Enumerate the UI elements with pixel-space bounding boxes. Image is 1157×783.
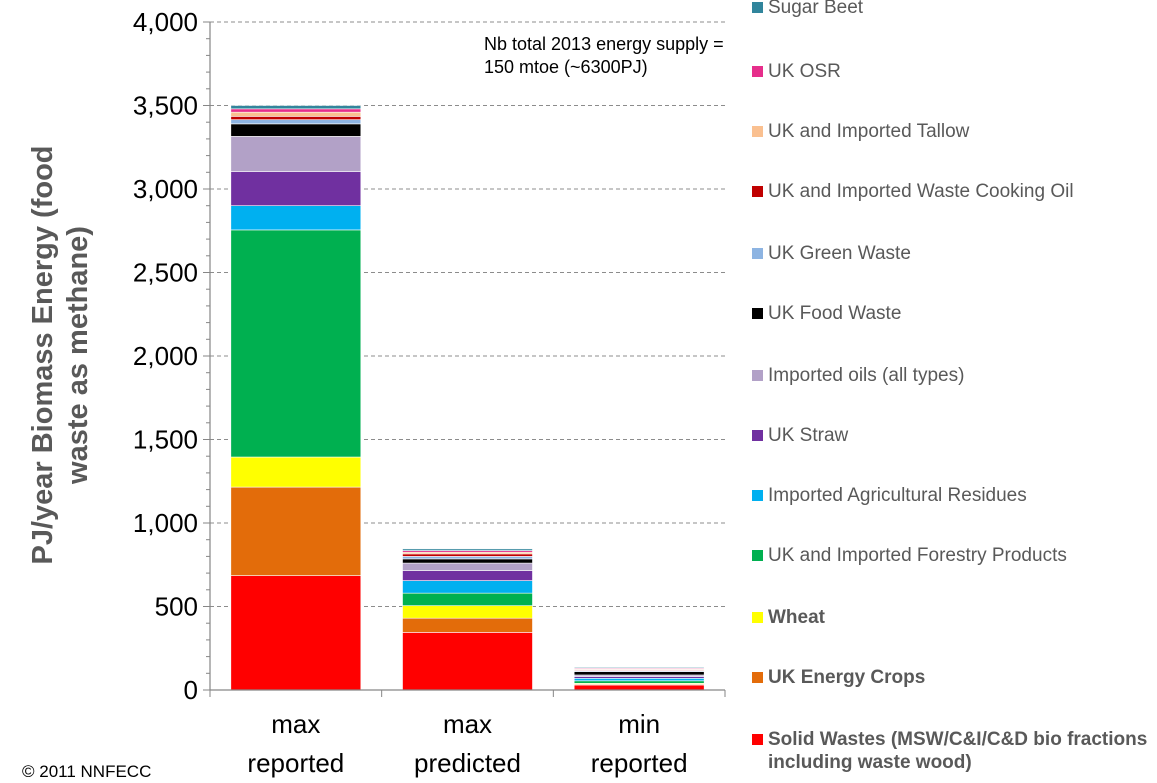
bar-segment xyxy=(230,136,362,172)
x-tick-label-line2: reported xyxy=(591,748,688,778)
legend-item: UK and Imported Waste Cooking Oil xyxy=(752,180,1152,203)
bar-segment xyxy=(402,592,533,606)
bar-segment xyxy=(230,171,362,206)
legend-item: UK OSR xyxy=(752,60,1152,83)
y-tick-label: 2,000 xyxy=(133,341,198,371)
legend-label: Imported oils (all types) xyxy=(768,365,965,386)
legend-swatch xyxy=(752,734,763,745)
bar-segment xyxy=(230,105,362,110)
legend-label: UK Straw xyxy=(768,425,849,446)
y-tick-label: 0 xyxy=(184,675,198,705)
bar-segment xyxy=(402,580,533,594)
annotation-note: Nb total 2013 energy supply = 150 mtoe (… xyxy=(484,34,724,77)
legend-swatch xyxy=(752,308,763,319)
legend-label: UK and Imported Tallow xyxy=(768,121,970,142)
legend-item: UK Green Waste xyxy=(752,242,1152,265)
legend-label: UK and Imported Waste Cooking Oil xyxy=(768,181,1074,202)
copyright-notice: © 2011 NNFECC xyxy=(22,762,152,781)
bar-segment xyxy=(230,575,362,691)
bar-segment xyxy=(402,632,533,691)
legend-swatch xyxy=(752,430,763,441)
legend-label: UK and Imported Forestry Products xyxy=(768,545,1067,566)
legend-label: Solid Wastes (MSW/C&I/C&D bio fractions … xyxy=(768,729,1148,773)
bar-segment xyxy=(230,111,362,117)
y-tick-label: 4,000 xyxy=(133,7,198,37)
x-tick-label-line1: max xyxy=(443,709,492,739)
bar-segment xyxy=(402,553,533,557)
bar-segment xyxy=(573,684,705,691)
bar-segment xyxy=(402,605,533,619)
bar-segment xyxy=(230,456,362,488)
bar-segment xyxy=(402,556,533,560)
legend-label: UK Energy Crops xyxy=(768,667,926,688)
legend-item: Imported oils (all types) xyxy=(752,364,1152,387)
legend-swatch xyxy=(752,66,763,77)
legend-label: Sugar Beet xyxy=(768,0,864,18)
y-tick-label: 1,000 xyxy=(133,508,198,538)
y-tick-label: 3,500 xyxy=(133,91,198,121)
y-tick-label: 2,500 xyxy=(133,258,198,288)
legend-swatch xyxy=(752,550,763,561)
y-tick-label: 3,000 xyxy=(133,174,198,204)
legend-item: Sugar Beet xyxy=(752,0,1152,19)
legend-label: UK OSR xyxy=(768,61,841,82)
legend-swatch xyxy=(752,186,763,197)
x-tick-label-line2: reported xyxy=(247,748,344,778)
bar-segment xyxy=(230,205,362,231)
bar-segment xyxy=(402,562,533,571)
legend-label: UK Green Waste xyxy=(768,243,911,264)
legend-swatch xyxy=(752,490,763,501)
legend-label: UK Food Waste xyxy=(768,303,902,324)
legend-item: Solid Wastes (MSW/C&I/C&D bio fractions … xyxy=(752,728,1152,774)
legend-item: Wheat xyxy=(752,606,1152,629)
bar-segment xyxy=(402,570,533,581)
x-tick-label-line1: min xyxy=(618,709,660,739)
legend-swatch xyxy=(752,248,763,259)
legend-label: Wheat xyxy=(768,607,825,628)
bar-segment xyxy=(402,548,533,551)
x-tick-label-line2: predicted xyxy=(414,748,521,778)
legend-swatch xyxy=(752,370,763,381)
legend-item: UK Energy Crops xyxy=(752,666,1152,689)
bar-segment xyxy=(573,678,705,682)
y-axis-title: PJ/year Biomass Energy (food waste as met… xyxy=(27,145,94,564)
y-tick-label: 500 xyxy=(155,592,198,622)
bar-segment xyxy=(573,667,705,669)
bar-segment xyxy=(230,119,362,125)
legend-label: Imported Agricultural Residues xyxy=(768,485,1027,506)
axes: 0 500 1,000 1,500 2,000 2,500 3,000 3,500 4,000 m… xyxy=(133,7,726,778)
bar-segment xyxy=(573,671,705,676)
legend-item: UK and Imported Forestry Products xyxy=(752,544,1152,567)
legend-swatch xyxy=(752,612,763,623)
legend-swatch xyxy=(752,2,763,13)
bar-segment xyxy=(402,558,533,564)
bar-segment xyxy=(573,680,705,684)
bar-segment xyxy=(402,617,533,633)
y-axis-title-line1: PJ/year Biomass Energy (food xyxy=(27,145,59,564)
bar-segment xyxy=(230,123,362,137)
x-tick-label-line1: max xyxy=(271,709,320,739)
bar-segment xyxy=(230,486,362,576)
legend-swatch xyxy=(752,672,763,683)
bars xyxy=(230,105,705,691)
y-tick-label: 1,500 xyxy=(133,425,198,455)
legend-item: Imported Agricultural Residues xyxy=(752,484,1152,507)
legend-item: UK Straw xyxy=(752,424,1152,447)
legend-swatch xyxy=(752,126,763,137)
bar-segment xyxy=(230,108,362,113)
bar-segment xyxy=(230,116,362,120)
legend-item: UK Food Waste xyxy=(752,302,1152,325)
y-axis-title-line2: waste as methane) xyxy=(62,226,94,485)
bar-segment xyxy=(230,229,362,458)
legend-item: UK and Imported Tallow xyxy=(752,120,1152,143)
